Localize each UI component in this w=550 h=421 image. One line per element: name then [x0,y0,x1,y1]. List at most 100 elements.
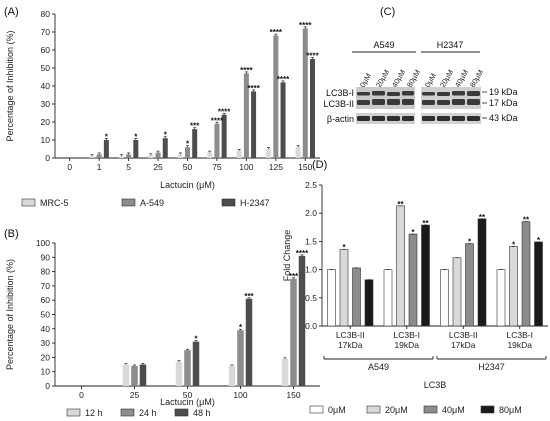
significance-label: **** [296,249,309,258]
bar [339,248,349,327]
legend-label: 80μM [499,405,522,415]
significance-label: * [537,236,541,245]
x-tick-label: 5 [126,162,131,172]
bar [534,241,543,327]
bar [266,149,272,158]
bar [452,257,462,327]
bar [298,255,306,386]
bar [89,156,95,158]
legend-label: 24 h [139,408,157,418]
significance-label: **** [299,21,312,30]
x-tick-label: 50 [183,162,193,172]
blot-lane-label: 40μM [390,68,407,89]
bar [465,243,474,327]
bar [383,269,393,327]
panel-label: (D) [312,159,327,171]
bar [175,361,183,386]
significance-label: **** [211,116,224,125]
legend-swatch [366,405,381,414]
x-tick-label: 17kDa [451,340,476,350]
x-tick-label: 0 [67,162,72,172]
legend-swatch [174,408,189,417]
y-axis-label: Percentage of Inhibition (%) [5,259,15,370]
bar [440,269,449,327]
y-tick-label: 50 [41,63,51,73]
bar [364,279,374,327]
x-tick-label: 100 [233,390,247,400]
legend-label: 48 h [193,408,211,418]
x-tick-label: 0 [79,390,84,400]
bar [290,278,297,386]
y-tick-label: 90 [41,252,51,262]
y-tick-label: 60 [41,45,51,55]
bar [396,205,405,327]
bar [280,82,286,158]
bar [477,218,487,327]
bar [521,221,531,327]
panel-b: (B) 0 10 20 30 40 50 60 70 80 90 100 Percentage of I… [4,228,320,418]
x-tick-label: 150 [298,162,312,172]
legend-label: A-549 [140,198,164,208]
x-tick-label: 19kDa [507,340,532,350]
y-axis-label: Percentage of Inhibition (%) [5,30,15,141]
y-tick-label: 100 [36,238,50,248]
bar [139,364,147,386]
bar [214,123,220,158]
significance-label: ** [523,216,530,225]
x-axis-label: Lactucin (μM) [160,180,215,190]
bar [236,150,242,158]
significance-label: * [411,228,415,237]
x-tick-label: LC3B-I [507,330,533,340]
x-axis-label: LC3B [424,380,447,390]
y-tick-label: 2.5 [305,180,317,190]
blot-lane-label: 40μM [453,68,470,89]
x-tick-label: LC3B-I [394,330,420,340]
bar [118,156,124,158]
legend-label: MRC-5 [40,198,69,208]
legend-swatch [120,408,135,417]
y-tick-label: 40 [41,81,51,91]
x-tick-label: 125 [269,162,283,172]
x-tick-label: 75 [212,162,222,172]
y-tick-label: 10 [41,135,51,145]
significance-label: * [186,140,190,149]
y-tick-label: 0 [45,381,50,391]
y-tick-label: 1.0 [305,265,317,275]
blot-lane-label: 0μM [358,72,373,89]
bar [155,152,161,158]
x-tick-label: 100 [239,162,253,172]
blot-lane-label: 80μM [468,68,485,89]
bar [131,365,138,386]
legend-swatch [21,198,36,207]
y-tick-label: 1.5 [305,236,317,246]
legend-label: 12 h [85,408,103,418]
bar [327,269,336,327]
bar [103,140,109,158]
bar [281,358,289,386]
bar [295,147,301,158]
y-tick-label: 2.0 [305,208,317,218]
legend-swatch [423,405,438,414]
blot-cell-line-h2347: H2347 [437,40,464,50]
significance-label: * [512,240,516,249]
significance-label: **** [247,84,260,93]
significance-label: *** [244,292,254,301]
x-tick-label: 1 [97,162,102,172]
group-label: A549 [368,362,389,372]
y-tick-label: 20 [41,117,51,127]
bar [185,147,190,158]
significance-label: * [105,133,109,142]
x-tick-label: 50 [183,390,193,400]
panel-c-western-blot: (C) A549 H2347 0μM 20μM 40μM 80μM 0μM 20… [323,6,518,124]
blot-size-label: 43 kDa [489,113,518,123]
x-tick-label: 150 [286,390,300,400]
bar [421,224,430,327]
y-tick-label: 70 [41,27,51,37]
bar [122,364,130,386]
y-tick-label: 80 [41,267,51,277]
significance-label: **** [277,75,290,84]
significance-label: * [194,335,198,344]
y-tick-label: 30 [41,338,51,348]
